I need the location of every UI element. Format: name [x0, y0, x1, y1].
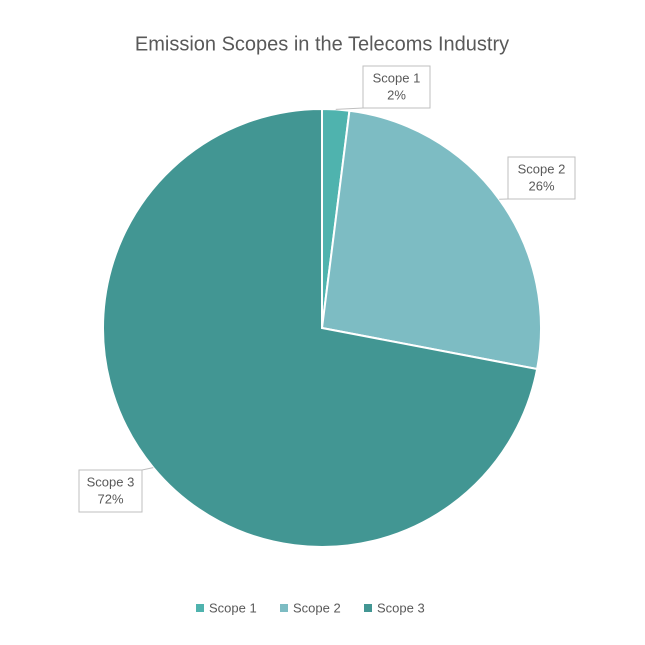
- callout-box: [362, 65, 431, 109]
- data-label-name: Scope 3: [87, 474, 135, 489]
- data-label-name: Scope 1: [373, 70, 421, 85]
- data-label-value: 2%: [387, 87, 406, 102]
- legend-swatch: [364, 604, 372, 612]
- callout-leader: [335, 107, 364, 110]
- callout-leader: [141, 467, 154, 471]
- legend-swatch: [280, 604, 288, 612]
- pie-slice: [320, 109, 542, 371]
- chart-title: Emission Scopes in the Telecoms Industry: [135, 33, 509, 55]
- data-label-value: 72%: [97, 491, 123, 506]
- pie-slice: [102, 107, 539, 548]
- data-label-value: 26%: [528, 178, 554, 193]
- callout-box: [78, 469, 143, 513]
- legend-label: Scope 1: [209, 600, 257, 615]
- legend-label: Scope 3: [377, 600, 425, 615]
- legend-swatch: [196, 604, 204, 612]
- legend-label: Scope 2: [293, 600, 341, 615]
- callout-box: [507, 156, 576, 200]
- data-label-name: Scope 2: [518, 161, 566, 176]
